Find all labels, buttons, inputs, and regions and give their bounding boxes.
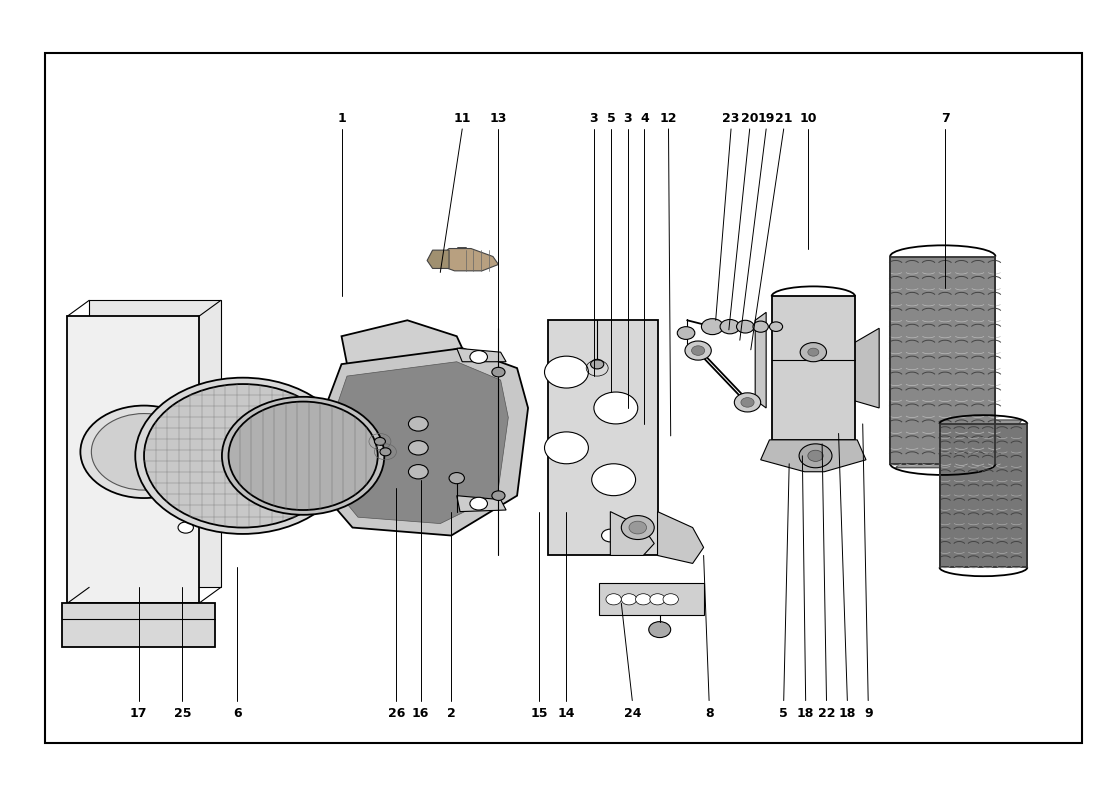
Bar	[45, 54, 1082, 743]
Polygon shape	[600, 583, 704, 615]
Circle shape	[799, 444, 832, 468]
Circle shape	[408, 465, 428, 479]
Circle shape	[408, 441, 428, 455]
Circle shape	[606, 594, 621, 605]
Polygon shape	[456, 496, 506, 512]
Text: 7: 7	[940, 112, 949, 125]
Circle shape	[470, 498, 487, 510]
Circle shape	[594, 392, 638, 424]
Polygon shape	[939, 424, 1027, 567]
Polygon shape	[610, 512, 654, 555]
Polygon shape	[658, 512, 704, 563]
Circle shape	[229, 402, 377, 510]
Circle shape	[222, 397, 384, 515]
Circle shape	[592, 464, 636, 496]
Polygon shape	[756, 312, 767, 408]
Text: 10: 10	[799, 112, 816, 125]
Text: 17: 17	[130, 707, 147, 720]
Text: 5: 5	[607, 112, 616, 125]
Circle shape	[807, 450, 823, 462]
Circle shape	[544, 356, 588, 388]
Text: 26: 26	[387, 707, 405, 720]
Text: 1: 1	[338, 112, 345, 125]
Text: 19: 19	[758, 112, 774, 125]
Circle shape	[685, 341, 712, 360]
Circle shape	[492, 367, 505, 377]
Circle shape	[621, 594, 637, 605]
Circle shape	[591, 359, 604, 369]
Polygon shape	[341, 320, 462, 364]
Circle shape	[800, 342, 826, 362]
Text: 6: 6	[233, 707, 242, 720]
Circle shape	[135, 378, 350, 534]
Polygon shape	[432, 249, 498, 271]
Circle shape	[735, 393, 761, 412]
Polygon shape	[67, 316, 199, 603]
Text: 15: 15	[530, 707, 548, 720]
Circle shape	[144, 384, 341, 527]
Text: 25: 25	[174, 707, 191, 720]
Circle shape	[737, 320, 755, 333]
Text: 12: 12	[660, 112, 678, 125]
Polygon shape	[333, 362, 508, 523]
Bar	[548, 320, 658, 555]
Circle shape	[374, 438, 385, 446]
Text: 8: 8	[705, 707, 714, 720]
Polygon shape	[89, 300, 221, 587]
Circle shape	[91, 414, 197, 490]
Polygon shape	[890, 257, 996, 464]
Circle shape	[602, 529, 619, 542]
Circle shape	[741, 398, 755, 407]
Polygon shape	[326, 348, 528, 535]
Circle shape	[754, 321, 768, 332]
Text: 3: 3	[590, 112, 598, 125]
Text: 18: 18	[798, 707, 814, 720]
Text: 4: 4	[640, 112, 649, 125]
Circle shape	[650, 594, 666, 605]
Text: 13: 13	[490, 112, 507, 125]
Circle shape	[80, 406, 208, 498]
Circle shape	[544, 432, 588, 464]
Circle shape	[692, 346, 705, 355]
Circle shape	[636, 594, 651, 605]
Text: 20: 20	[741, 112, 758, 125]
Text: 16: 16	[411, 707, 429, 720]
Text: 21: 21	[776, 112, 792, 125]
Text: 9: 9	[864, 707, 872, 720]
Text: 23: 23	[723, 112, 739, 125]
Circle shape	[720, 319, 740, 334]
Circle shape	[178, 522, 194, 533]
Circle shape	[663, 594, 679, 605]
Text: 5: 5	[779, 707, 788, 720]
Polygon shape	[456, 348, 506, 362]
Circle shape	[408, 417, 428, 431]
Text: 14: 14	[558, 707, 575, 720]
Polygon shape	[427, 250, 449, 269]
Circle shape	[621, 515, 654, 539]
Circle shape	[379, 448, 390, 456]
Circle shape	[702, 318, 724, 334]
Text: 11: 11	[453, 112, 471, 125]
Circle shape	[178, 394, 194, 406]
Text: 3: 3	[624, 112, 632, 125]
Circle shape	[678, 326, 695, 339]
Text: 24: 24	[624, 707, 641, 720]
Circle shape	[769, 322, 782, 331]
Polygon shape	[761, 440, 866, 472]
Circle shape	[629, 521, 647, 534]
Circle shape	[470, 350, 487, 363]
Polygon shape	[851, 328, 879, 408]
Text: 22: 22	[817, 707, 835, 720]
Circle shape	[807, 348, 818, 356]
Polygon shape	[895, 420, 1022, 468]
Text: 18: 18	[838, 707, 856, 720]
Circle shape	[649, 622, 671, 638]
Circle shape	[449, 473, 464, 484]
Circle shape	[492, 491, 505, 501]
Polygon shape	[771, 296, 855, 440]
Text: 2: 2	[447, 707, 455, 720]
Polygon shape	[62, 603, 216, 647]
